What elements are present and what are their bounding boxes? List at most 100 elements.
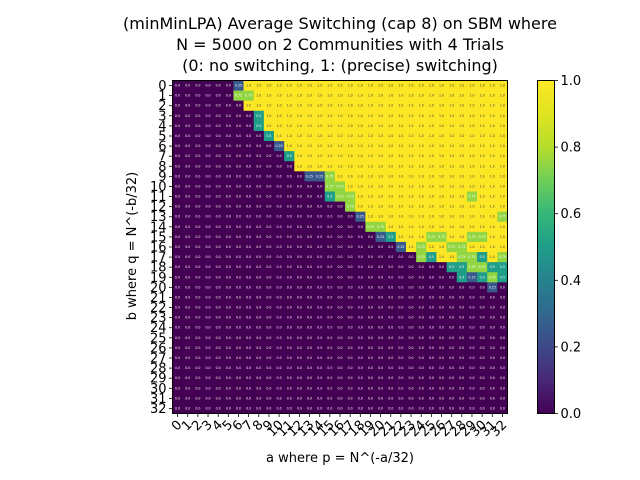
heatmap-cell [416,312,427,324]
heatmap-cell-label: 0.0 [287,164,292,168]
heatmap-cell-label: 0.0 [175,144,180,148]
heatmap-cell-label: 0.0 [175,225,180,229]
heatmap-cell [477,292,488,303]
heatmap-cell [233,241,244,253]
heatmap-cell [182,342,194,354]
heatmap-cell [395,332,407,344]
heatmap-cell [172,151,184,162]
heatmap-cell-label: 0.0 [185,104,190,108]
heatmap-cell [375,403,387,414]
heatmap-cell-label: 0.0 [409,386,414,390]
heatmap-cell [355,120,366,132]
heatmap-cell-label: 0.0 [266,144,271,148]
heatmap-cell [233,100,244,112]
heatmap-cell [395,363,407,374]
heatmap-cell [253,141,265,152]
heatmap-cell [405,393,417,404]
heatmap-cell-label: 1.0 [297,134,302,138]
heatmap-cell [233,363,244,374]
heatmap-cell-label: 0.0 [175,406,180,410]
heatmap-cell-label: 0.0 [246,295,251,299]
heatmap-cell-label: 0.0 [175,295,180,299]
heatmap-cell [284,262,295,273]
heatmap-cell-label: 0.0 [185,406,190,410]
heatmap-cell [233,373,244,384]
heatmap-cell-label: 0.0 [185,235,190,239]
heatmap-cell-label: 0.0 [429,376,434,380]
heatmap-cell [172,352,184,364]
heatmap-cell-label: 1.0 [317,104,322,108]
heatmap-cell [456,130,468,142]
heatmap-cell [253,282,265,293]
heatmap-cell [466,383,478,394]
heatmap-cell [345,221,356,233]
heatmap-cell-label: 0.0 [469,406,474,410]
heatmap-cell [395,393,407,404]
heatmap-cell-label: 0.0 [205,144,210,148]
heatmap-cell-label: 0.0 [256,174,261,178]
heatmap-cell-label: 0.0 [195,84,200,88]
heatmap-cell-label: 0.0 [205,356,210,360]
heatmap-cell-label: 1.0 [307,164,312,168]
heatmap-cell-label: 0.0 [216,164,221,168]
heatmap-cell-label: 0.0 [246,316,251,320]
heatmap-cell-label: 0.0 [317,396,322,400]
heatmap-cell-label: 1.0 [358,184,363,188]
heatmap-cell-label: 1.0 [409,114,414,118]
heatmap-cell-label: 0.75 [235,94,242,98]
heatmap-cell [405,262,417,273]
heatmap-cell [375,352,387,364]
heatmap-cell [345,373,356,384]
heatmap-cell [477,282,488,293]
heatmap-cell [426,100,437,112]
heatmap-cell [365,211,376,223]
heatmap-cell-label: 0.0 [246,376,251,380]
heatmap-cell-label: 1.0 [246,84,251,88]
heatmap-cell-label: 0.0 [266,245,271,249]
heatmap-cell [385,403,397,414]
heatmap-cell [345,302,356,313]
heatmap-cell [192,171,204,182]
heatmap-cell [446,342,458,354]
heatmap-cell [466,161,478,172]
heatmap-cell [375,231,387,243]
heatmap-cell-label: 1.0 [439,245,444,249]
heatmap-cell [243,211,255,223]
heatmap-cell-label: 1.0 [358,94,363,98]
heatmap-cell [284,352,295,364]
heatmap-cell [436,231,447,243]
heatmap-cell [243,272,255,283]
heatmap-cell-label: 0.0 [398,376,403,380]
heatmap-cell-label: 0.0 [368,316,373,320]
heatmap-cell-label: 1.0 [500,164,505,168]
heatmap-cell-label: 0.0 [368,336,373,340]
heatmap-cell [416,231,427,243]
heatmap-cell-label: 0.0 [368,356,373,360]
heatmap-cell [192,262,204,273]
heatmap-cell [477,312,488,324]
colorbar-tick-label: 1.0 [561,74,582,89]
heatmap-cell-label: 0.0 [358,346,363,350]
heatmap-cell [334,100,346,112]
heatmap-cell [446,322,458,334]
y-tick-label: 12 [150,200,167,215]
heatmap-cell-label: 0.0 [256,356,261,360]
heatmap-cell [334,312,346,324]
heatmap-cell-label: 1.0 [378,154,383,158]
heatmap-cell-label: 1.0 [388,104,393,108]
heatmap-cell-label: 0.0 [216,326,221,330]
heatmap-cell-label: 1.0 [297,114,302,118]
heatmap-cell-label: 1.0 [459,144,464,148]
heatmap-cell [355,262,366,273]
heatmap-cell [487,171,498,182]
heatmap-cell-label: 1.0 [398,215,403,219]
heatmap-cell [192,110,204,122]
heatmap-cell-label: 0.0 [480,366,485,370]
heatmap-cell-label: 0.0 [175,386,180,390]
heatmap-cell [274,151,285,162]
heatmap-cell-label: 0.0 [216,205,221,209]
heatmap-cell-label: 1.0 [277,114,282,118]
heatmap-cell-label: 1.0 [500,184,505,188]
y-tick-label: 11 [150,190,167,205]
heatmap-cell-label: 0.0 [469,295,474,299]
